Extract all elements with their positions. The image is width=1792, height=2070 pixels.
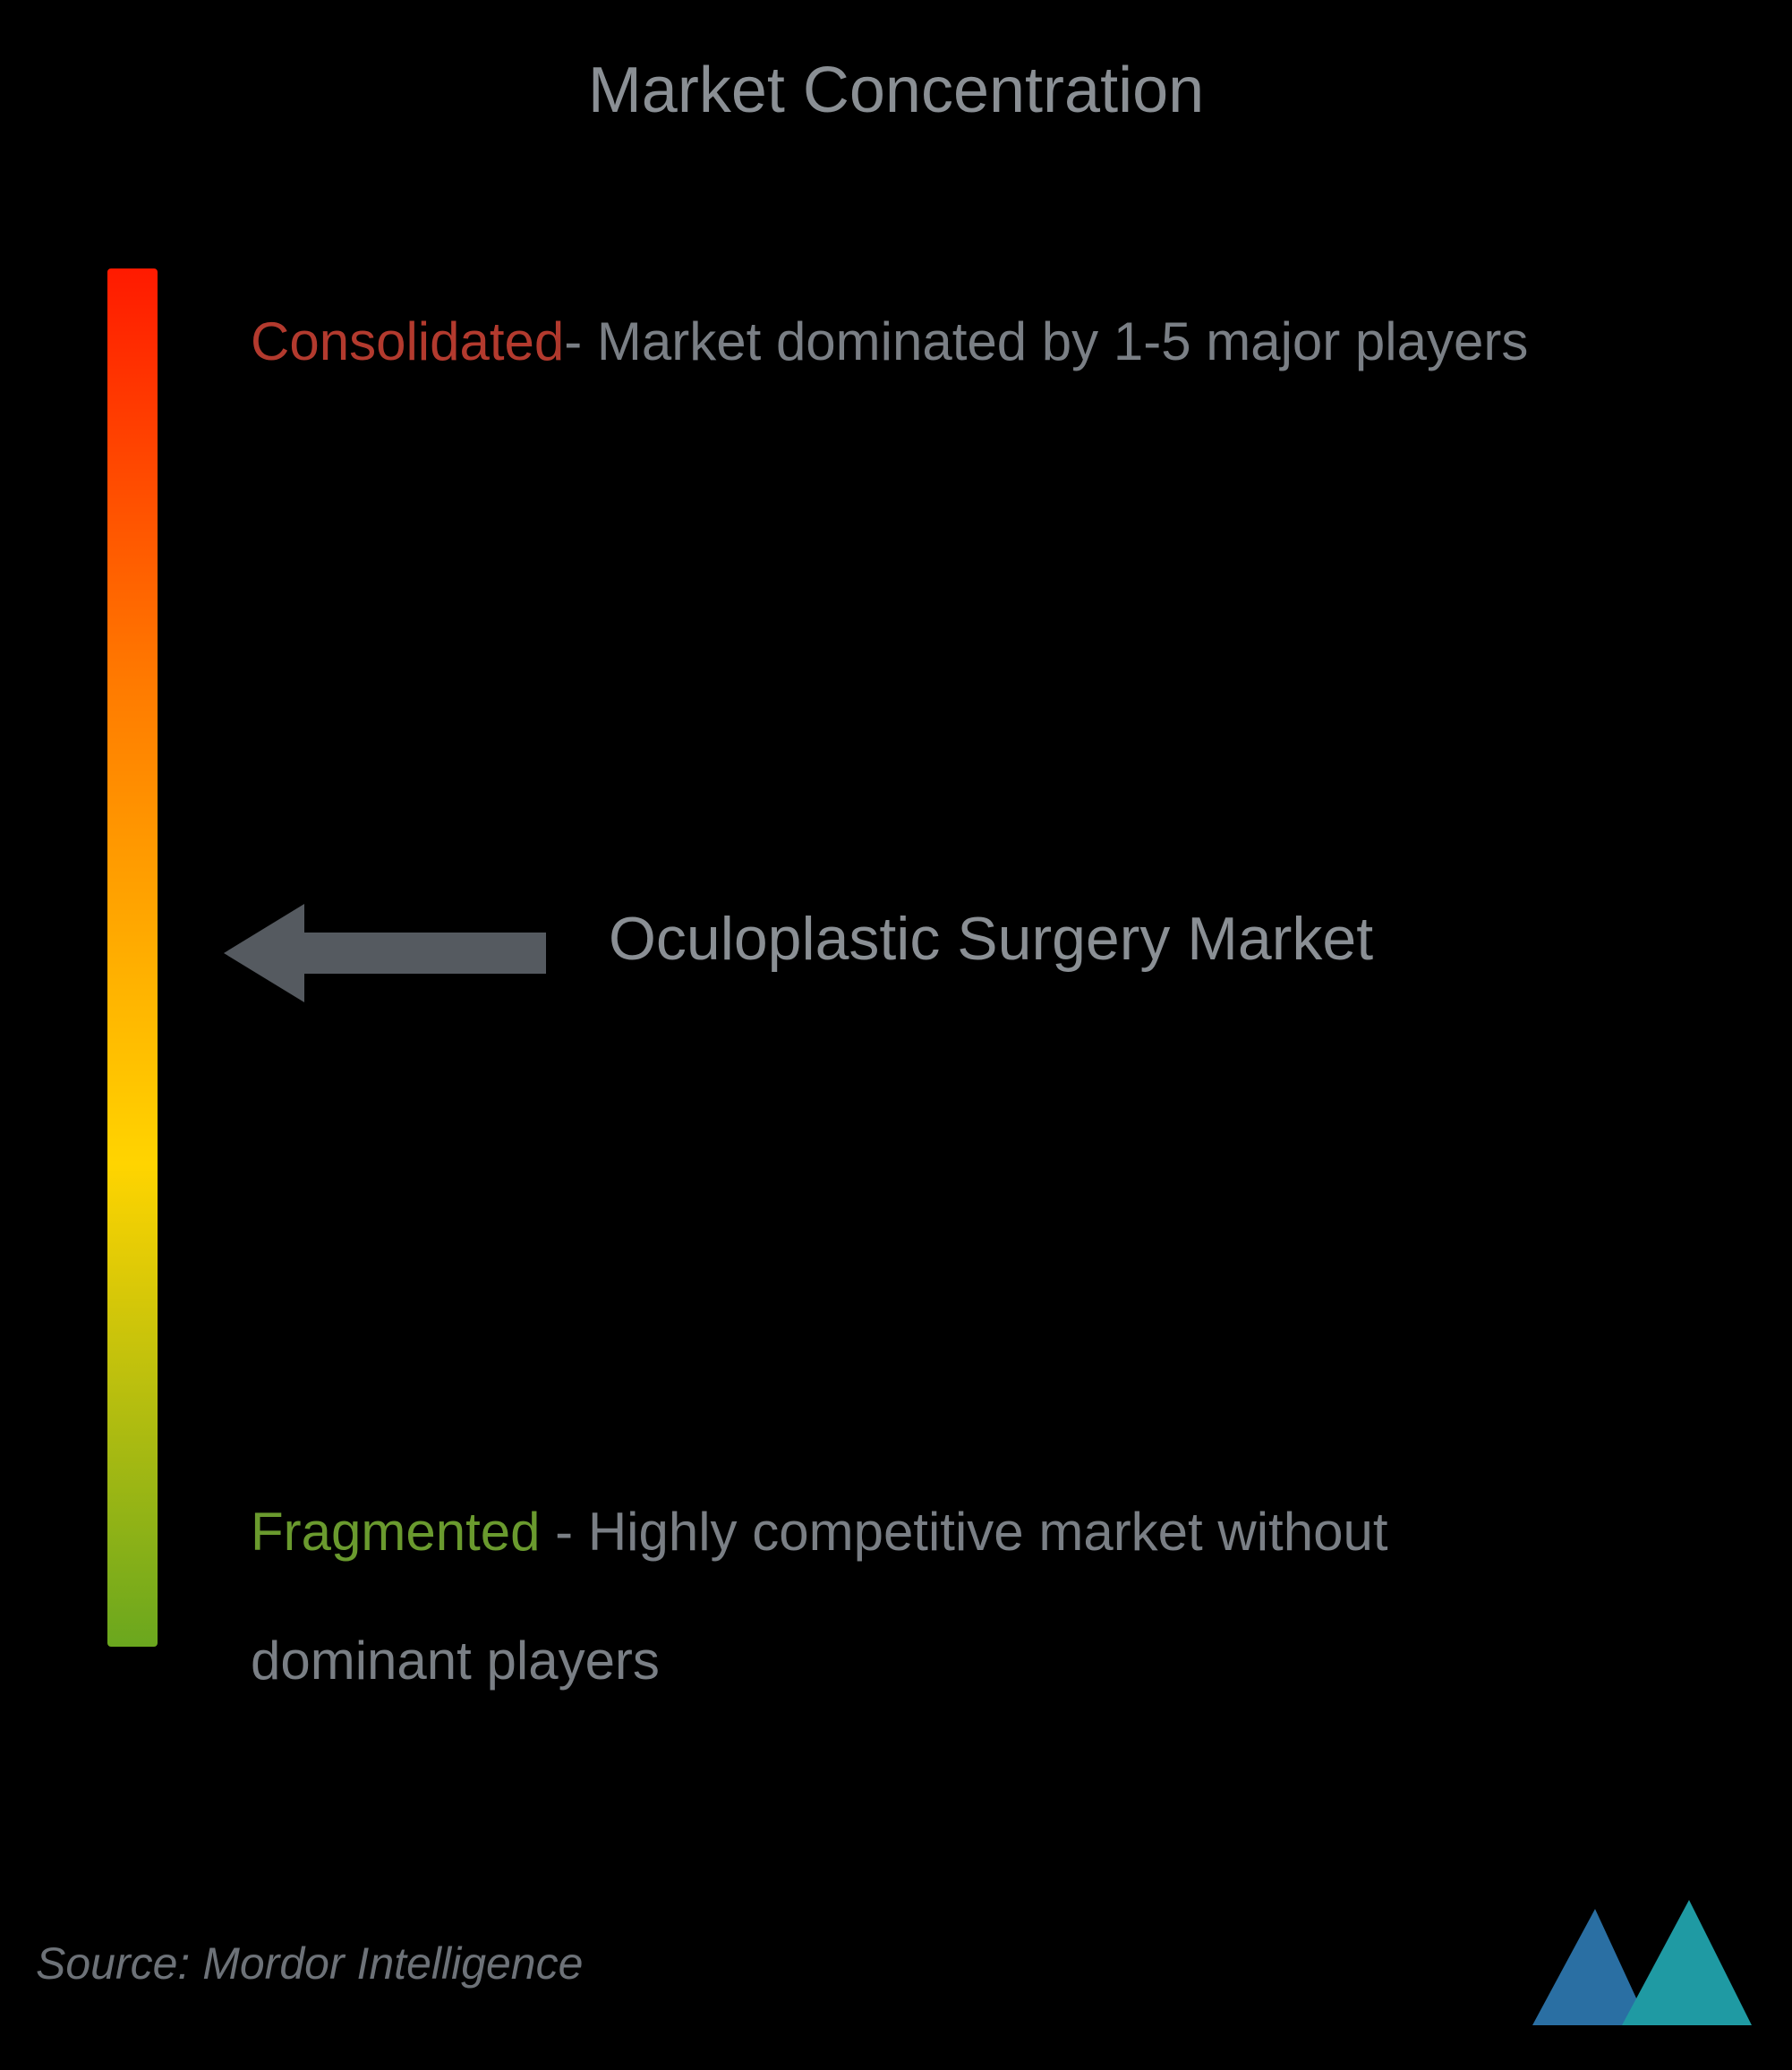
consolidated-description: Consolidated- Market dominated by 1-5 ma…	[251, 277, 1593, 406]
fragmented-lead: Fragmented	[251, 1502, 541, 1562]
source-attribution: Source: Mordor Intelligence	[36, 1938, 583, 1989]
arrow-shaft	[295, 933, 546, 974]
pointer-arrow	[224, 904, 546, 1002]
consolidated-rest: - Market dominated by 1-5 major players	[564, 311, 1528, 371]
logo-right-shape	[1622, 1900, 1752, 2025]
arrow-head-icon	[224, 904, 304, 1002]
concentration-gradient-bar	[107, 268, 158, 1647]
market-name-label: Oculoplastic Surgery Market	[609, 904, 1373, 974]
brand-logo-icon	[1523, 1882, 1756, 2034]
chart-title: Market Concentration	[0, 54, 1792, 127]
consolidated-lead: Consolidated	[251, 311, 564, 371]
fragmented-description: Fragmented - Highly competitive market w…	[251, 1468, 1593, 1725]
